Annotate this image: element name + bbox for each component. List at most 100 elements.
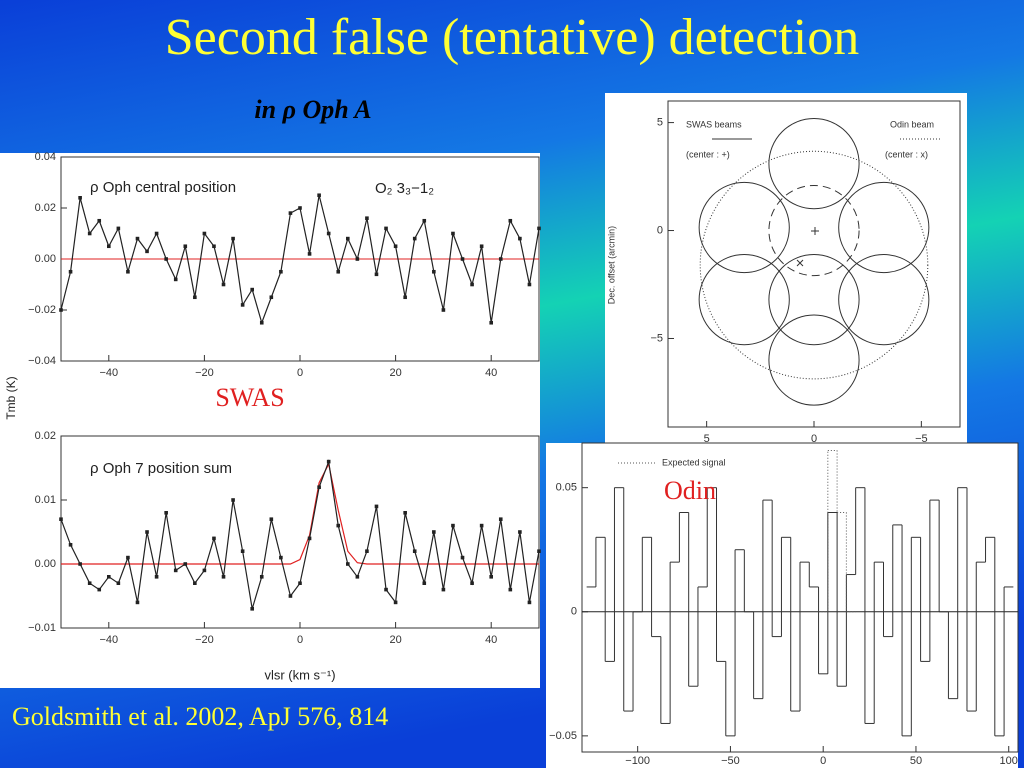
- y-tick-label: 0.05: [556, 482, 577, 494]
- annotation: ρ Oph central position: [90, 179, 236, 196]
- point: [365, 216, 369, 220]
- legend-note: (center : x): [885, 149, 928, 159]
- point: [298, 581, 302, 585]
- point: [126, 555, 130, 560]
- y-tick-label: 0.02: [35, 430, 56, 442]
- point: [470, 581, 474, 585]
- slide-subtitle: in ρ Oph A: [254, 95, 371, 124]
- x-tick-label: −40: [99, 367, 118, 379]
- x-tick-label: 100: [1000, 755, 1018, 767]
- point: [441, 308, 446, 312]
- point: [307, 536, 312, 541]
- point: [173, 568, 178, 573]
- point: [193, 581, 197, 585]
- point: [68, 269, 73, 274]
- legend-note: (center : +): [686, 149, 730, 159]
- x-tick-label: 0: [820, 755, 826, 767]
- point: [508, 218, 513, 223]
- point: [346, 236, 350, 241]
- point: [126, 269, 130, 274]
- point: [298, 206, 302, 210]
- point: [441, 587, 446, 592]
- point: [432, 269, 436, 274]
- point: [164, 257, 168, 261]
- x-tick-label: 20: [389, 367, 401, 379]
- point: [145, 530, 149, 534]
- point: [259, 320, 264, 325]
- x-tick-label: 5: [704, 433, 710, 445]
- point: [97, 218, 102, 223]
- point: [518, 530, 522, 534]
- y-tick-label: 0.04: [35, 151, 56, 163]
- y-tick-label: 0: [657, 224, 663, 236]
- beam: [699, 150, 929, 380]
- legend-label: Odin beam: [890, 119, 934, 129]
- point: [336, 269, 341, 274]
- point: [135, 236, 140, 241]
- point: [183, 562, 188, 566]
- point: [240, 303, 245, 307]
- point: [451, 523, 455, 528]
- point: [326, 231, 331, 236]
- y-tick-label: 0.00: [35, 253, 56, 265]
- map-panel: [605, 93, 967, 445]
- point: [107, 575, 111, 579]
- y-tick-label: −0.01: [28, 622, 56, 634]
- point: [393, 244, 398, 249]
- beam: [768, 118, 860, 210]
- beam: [698, 181, 790, 274]
- point: [403, 295, 407, 300]
- point: [164, 511, 168, 515]
- point: [135, 600, 140, 605]
- point: [116, 226, 121, 231]
- x-tick-label: 40: [485, 634, 497, 646]
- point: [479, 523, 484, 528]
- odin-center-marker: [796, 259, 804, 267]
- plot-frame: [581, 442, 1019, 753]
- point: [336, 523, 341, 528]
- swas-center-marker: [811, 227, 819, 235]
- point: [508, 587, 513, 592]
- odin-label: Odin: [664, 476, 716, 505]
- annotation: ρ Oph 7 position sum: [90, 460, 232, 477]
- point: [460, 555, 465, 560]
- point: [489, 320, 493, 325]
- point: [202, 231, 207, 236]
- point: [537, 226, 541, 231]
- point: [384, 587, 388, 592]
- beam: [698, 254, 790, 346]
- odin-panel: [546, 443, 1018, 768]
- point: [307, 252, 312, 256]
- y-tick-label: 0.02: [35, 202, 56, 214]
- x-tick-label: 20: [389, 634, 401, 646]
- y-tick-label: 0: [571, 606, 577, 618]
- point: [374, 272, 379, 277]
- point: [470, 282, 474, 287]
- point: [498, 517, 503, 521]
- point: [527, 600, 532, 605]
- beam: [838, 181, 930, 274]
- point: [365, 549, 369, 553]
- series-line: [61, 462, 539, 565]
- x-tick-label: −100: [625, 755, 650, 767]
- point: [116, 581, 121, 585]
- point: [479, 244, 484, 249]
- point: [279, 269, 283, 274]
- y-tick-label: 0.00: [35, 558, 56, 570]
- point: [412, 236, 417, 241]
- point: [346, 562, 350, 566]
- x-tick-label: −20: [195, 367, 214, 379]
- legend-label: SWAS beams: [686, 119, 742, 129]
- y-tick-label: −0.05: [549, 730, 577, 742]
- point: [107, 244, 111, 249]
- x-tick-label: −50: [721, 755, 740, 767]
- slide-title: Second false (tentative) detection: [165, 9, 859, 66]
- point: [384, 226, 388, 231]
- y-tick-label: 0.01: [35, 494, 56, 506]
- x-tick-label: 0: [297, 367, 303, 379]
- point: [59, 308, 63, 312]
- point: [145, 249, 149, 254]
- point: [288, 594, 293, 598]
- point: [326, 459, 331, 464]
